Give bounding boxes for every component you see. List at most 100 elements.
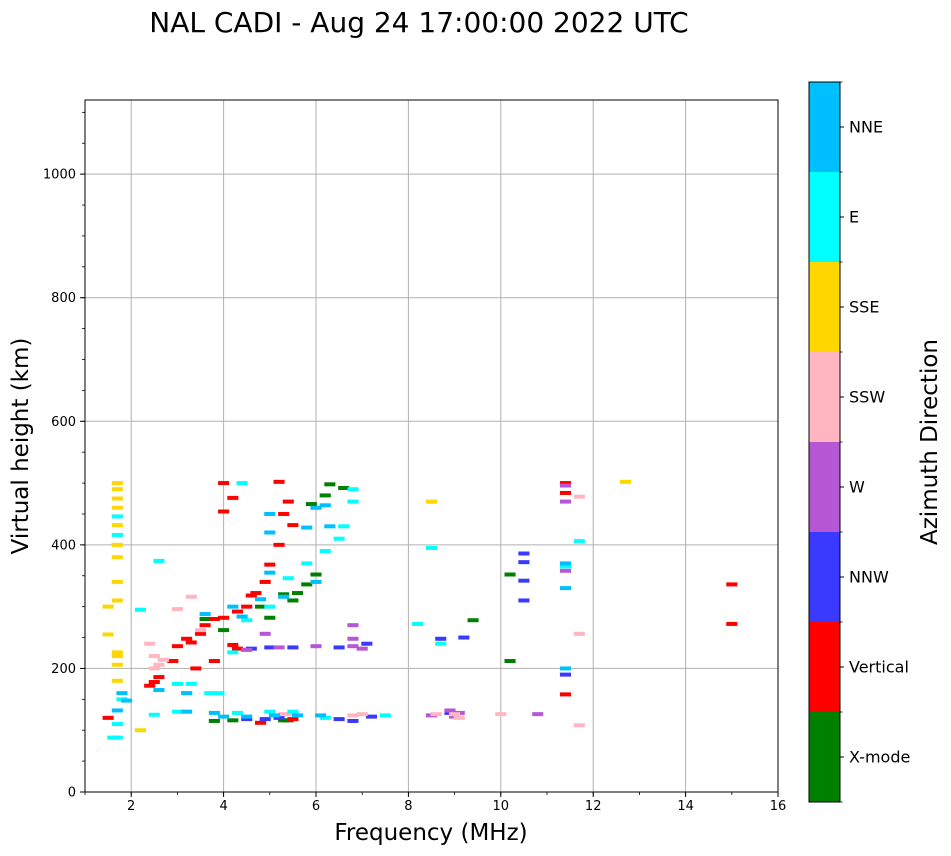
echo-point-vertical	[259, 579, 271, 584]
echo-point-e	[319, 549, 331, 554]
echo-point-x-mode	[467, 618, 479, 623]
y-tick-label: 800	[51, 291, 76, 306]
echo-point-ssw	[430, 712, 442, 717]
echo-point-sse	[102, 632, 114, 637]
x-axis-label: Frequency (MHz)	[334, 820, 527, 846]
echo-point-vertical	[264, 562, 276, 567]
echo-point-w	[259, 631, 271, 636]
echo-point-ssw	[449, 712, 461, 717]
echo-point-ssw	[356, 712, 368, 717]
echo-point-nne	[236, 614, 248, 619]
echo-point-vertical	[287, 523, 299, 528]
colorbar-segment	[809, 172, 840, 262]
echo-point-nne	[310, 579, 322, 584]
echo-point-x-mode	[504, 572, 516, 577]
echo-point-vertical	[273, 542, 285, 547]
echo-point-sse	[111, 481, 123, 486]
colorbar-segment	[809, 352, 840, 442]
echo-point-nnw	[241, 717, 253, 722]
echo-point-nne	[264, 570, 276, 575]
echo-point-w	[559, 499, 572, 504]
x-tick-label: 4	[219, 799, 227, 814]
echo-point-nnw	[333, 717, 345, 722]
echo-point-e	[227, 650, 239, 655]
echo-point-nnw	[365, 714, 377, 719]
echo-point-vertical	[227, 642, 239, 647]
echo-point-e	[171, 681, 183, 686]
echo-point-vertical	[185, 640, 197, 645]
echo-point-vertical	[231, 609, 244, 614]
echo-point-vertical	[194, 631, 207, 636]
echo-point-ssw	[573, 494, 585, 499]
echo-point-e	[153, 558, 165, 563]
echo-point-w	[241, 647, 253, 652]
echo-point-e	[231, 710, 244, 715]
echo-point-vertical	[167, 659, 179, 664]
echo-point-x-mode	[291, 591, 304, 596]
echo-point-sse	[619, 479, 632, 484]
echo-point-sse	[425, 499, 438, 504]
echo-point-nne	[241, 714, 253, 719]
echo-point-x-mode	[287, 598, 299, 603]
echo-point-x-mode	[255, 604, 267, 609]
echo-point-nne	[153, 688, 165, 693]
echo-point-nnw	[273, 715, 285, 720]
echo-point-nnw	[264, 645, 276, 650]
echo-point-nne	[315, 713, 327, 718]
x-tick-label: 12	[585, 799, 602, 814]
colorbar-tick-label: X-mode	[849, 748, 910, 767]
echo-point-nne	[181, 691, 193, 696]
colorbar-tick-label: E	[849, 208, 859, 227]
echo-point-w	[559, 568, 572, 573]
echo-point-nne	[181, 709, 193, 714]
colorbar-tick-label: SSW	[849, 388, 885, 407]
echo-point-w	[532, 712, 544, 717]
echo-point-x-mode	[310, 572, 322, 577]
echo-point-e	[282, 576, 294, 581]
echo-point-x-mode	[199, 617, 211, 621]
echo-point-vertical	[231, 646, 244, 651]
echo-point-e	[111, 514, 123, 519]
echo-point-ssw	[347, 713, 359, 718]
echo-point-vertical	[278, 511, 290, 516]
plot-frame	[84, 99, 779, 793]
echo-point-w	[347, 623, 359, 628]
echo-point-vertical	[282, 499, 294, 504]
axis-ticks: 2 4 6 8 10 12 14 16 0 200 400 600 800 1000	[43, 111, 787, 814]
echo-point-sse	[111, 542, 123, 547]
echo-point-x-mode	[301, 582, 313, 587]
data-marks	[102, 479, 738, 740]
echo-point-nnw	[287, 645, 299, 650]
echo-point-vertical	[218, 615, 230, 620]
echo-point-sse	[111, 678, 123, 683]
echo-point-w	[444, 708, 456, 713]
echo-point-nne	[199, 612, 211, 617]
echo-point-nne	[559, 561, 572, 566]
echo-point-nnw	[518, 560, 530, 565]
echo-point-ssw	[278, 712, 290, 717]
echo-point-x-mode	[218, 628, 230, 633]
x-tick-label: 10	[493, 799, 510, 814]
colorbar-label: Azimuth Direction	[917, 339, 943, 545]
echo-point-sse	[111, 505, 123, 510]
echo-point-vertical	[199, 623, 211, 628]
echo-point-x-mode	[305, 502, 317, 507]
echo-point-nne	[255, 597, 267, 602]
x-tick-label: 16	[770, 799, 787, 814]
echo-point-sse	[111, 555, 123, 560]
echo-point-e	[319, 715, 331, 720]
echo-point-e	[435, 641, 447, 646]
y-axis-label: Virtual height (km)	[8, 338, 34, 555]
echo-point-e	[559, 564, 572, 569]
echo-point-vertical	[227, 495, 239, 500]
echo-point-e	[333, 536, 345, 541]
echo-point-w	[356, 646, 368, 651]
echo-point-vertical	[148, 680, 160, 685]
echo-point-e	[301, 561, 313, 566]
echo-point-vertical	[559, 692, 572, 697]
echo-point-e	[171, 709, 183, 714]
echo-point-vertical	[218, 481, 230, 486]
colorbar-segment	[809, 82, 840, 172]
echo-point-nnw	[347, 718, 359, 723]
